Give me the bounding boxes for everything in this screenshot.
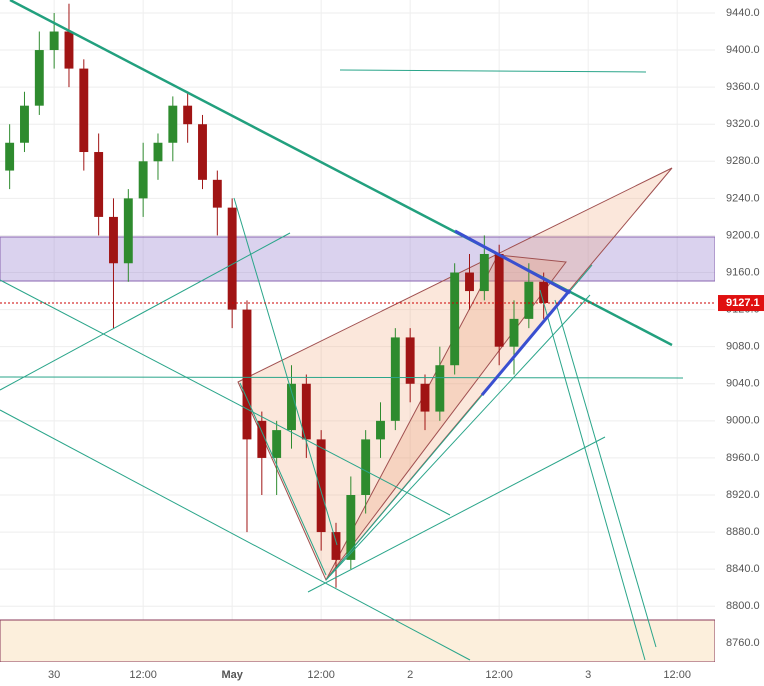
trend-line bbox=[233, 197, 338, 546]
x-tick-label: 30 bbox=[48, 669, 60, 681]
candle-body bbox=[346, 495, 356, 560]
y-tick-label: 8880.0 bbox=[726, 526, 760, 538]
x-tick-label: 3 bbox=[585, 669, 591, 681]
triangle bbox=[325, 254, 567, 581]
y-tick-label: 9440.0 bbox=[726, 7, 760, 19]
y-tick-label: 9360.0 bbox=[726, 81, 760, 93]
candle-body bbox=[479, 253, 489, 292]
candle-body bbox=[109, 216, 118, 264]
candle-body bbox=[94, 152, 104, 217]
y-tick-label: 8920.0 bbox=[726, 489, 760, 501]
trend-line bbox=[0, 279, 451, 516]
candle-body bbox=[450, 272, 460, 366]
candles bbox=[5, 3, 549, 588]
y-tick-label: 9000.0 bbox=[726, 415, 760, 427]
candle-body bbox=[49, 31, 59, 51]
y-tick-label: 8960.0 bbox=[726, 452, 760, 464]
candle-body bbox=[301, 383, 311, 440]
candle-body bbox=[287, 383, 296, 431]
candle-body bbox=[405, 337, 415, 384]
candle-body bbox=[509, 318, 519, 347]
candle-body bbox=[435, 365, 445, 412]
zone-rect bbox=[0, 619, 716, 663]
candle-body bbox=[138, 161, 148, 199]
trend-line bbox=[539, 289, 646, 661]
candle-body bbox=[524, 281, 534, 319]
trend-line bbox=[239, 382, 327, 576]
grid bbox=[0, 0, 715, 660]
candle-body bbox=[257, 420, 267, 458]
candle-body bbox=[183, 105, 193, 125]
y-tick-label: 9400.0 bbox=[726, 44, 760, 56]
x-tick-label: 12:00 bbox=[129, 669, 157, 681]
x-tick-label: 12:00 bbox=[663, 669, 691, 681]
y-tick-label: 9200.0 bbox=[726, 229, 760, 241]
trend-line bbox=[9, 0, 673, 347]
candle-body bbox=[212, 179, 222, 208]
y-tick-label: 9320.0 bbox=[726, 118, 760, 130]
y-tick-label: 8800.0 bbox=[726, 600, 760, 612]
candle-body bbox=[361, 439, 371, 495]
trend-line bbox=[454, 229, 571, 295]
x-tick-label: 2 bbox=[407, 669, 413, 681]
candle-body bbox=[272, 430, 282, 458]
y-tick-label: 8760.0 bbox=[726, 637, 760, 649]
y-tick-label: 9040.0 bbox=[726, 378, 760, 390]
trend-line bbox=[307, 436, 606, 593]
candle-body bbox=[227, 207, 237, 310]
candle-body bbox=[64, 31, 74, 69]
y-tick-label: 8840.0 bbox=[726, 563, 760, 575]
candle-body bbox=[376, 420, 385, 440]
trend-line bbox=[339, 69, 647, 73]
y-tick-label: 9240.0 bbox=[726, 192, 760, 204]
y-tick-label: 9280.0 bbox=[726, 155, 760, 167]
candle-body bbox=[20, 105, 29, 143]
candle-body bbox=[331, 532, 341, 560]
candle-body bbox=[420, 383, 430, 412]
candle-body bbox=[168, 105, 178, 143]
candle-body bbox=[79, 68, 89, 153]
candle-body bbox=[198, 124, 207, 180]
time-axis bbox=[0, 662, 715, 686]
candle-body bbox=[465, 272, 474, 292]
last-price-label: 9127.1 bbox=[726, 297, 760, 309]
candle-body bbox=[5, 142, 15, 171]
x-tick-label: 12:00 bbox=[307, 669, 335, 681]
candle-body bbox=[390, 337, 400, 421]
trend-line bbox=[0, 409, 471, 661]
y-tick-label: 9160.0 bbox=[726, 266, 760, 278]
trend-line bbox=[554, 299, 657, 648]
trend-line bbox=[480, 289, 572, 396]
y-tick-label: 9080.0 bbox=[726, 341, 760, 353]
candle-body bbox=[539, 281, 549, 304]
trend-line bbox=[0, 232, 291, 391]
trend-line bbox=[325, 294, 591, 581]
candle-body bbox=[153, 142, 163, 162]
candle-body bbox=[494, 253, 504, 347]
candle-body bbox=[123, 198, 133, 264]
last-price-box bbox=[718, 295, 764, 312]
candle-body bbox=[316, 439, 326, 533]
x-tick-label: May bbox=[221, 669, 243, 681]
trend-line bbox=[0, 376, 684, 379]
price-axis bbox=[715, 0, 764, 686]
x-tick-label: 12:00 bbox=[485, 669, 513, 681]
candle-body bbox=[242, 309, 252, 440]
candle-body bbox=[34, 50, 44, 106]
